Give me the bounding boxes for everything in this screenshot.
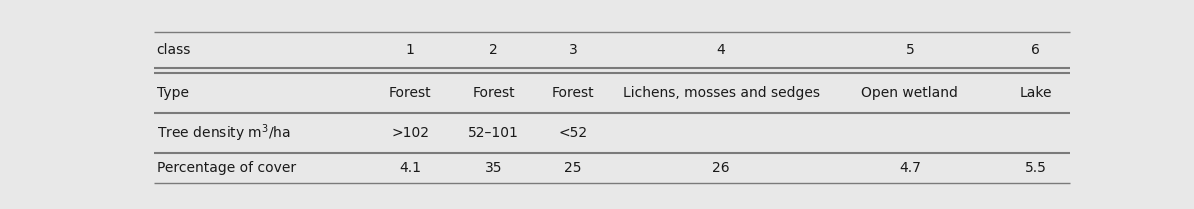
Text: 2: 2 <box>490 43 498 57</box>
Text: >102: >102 <box>392 126 429 140</box>
Text: Forest: Forest <box>552 86 595 100</box>
Text: class: class <box>156 43 191 57</box>
Text: Type: Type <box>156 86 189 100</box>
Text: 5: 5 <box>905 43 915 57</box>
Text: 35: 35 <box>485 161 503 175</box>
Text: 1: 1 <box>406 43 414 57</box>
Text: 4: 4 <box>716 43 726 57</box>
Text: 6: 6 <box>1032 43 1040 57</box>
Text: Percentage of cover: Percentage of cover <box>156 161 296 175</box>
Text: Lake: Lake <box>1020 86 1052 100</box>
Text: 4.7: 4.7 <box>899 161 921 175</box>
Text: 25: 25 <box>565 161 581 175</box>
Text: 26: 26 <box>713 161 730 175</box>
Text: <52: <52 <box>559 126 587 140</box>
Text: Forest: Forest <box>472 86 515 100</box>
Text: Open wetland: Open wetland <box>861 86 959 100</box>
Text: 52–101: 52–101 <box>468 126 519 140</box>
Text: Lichens, mosses and sedges: Lichens, mosses and sedges <box>622 86 819 100</box>
Text: 4.1: 4.1 <box>399 161 421 175</box>
Text: 5.5: 5.5 <box>1024 161 1047 175</box>
Text: Forest: Forest <box>389 86 431 100</box>
Text: Tree density m$^3$/ha: Tree density m$^3$/ha <box>156 122 290 144</box>
Text: 3: 3 <box>568 43 578 57</box>
